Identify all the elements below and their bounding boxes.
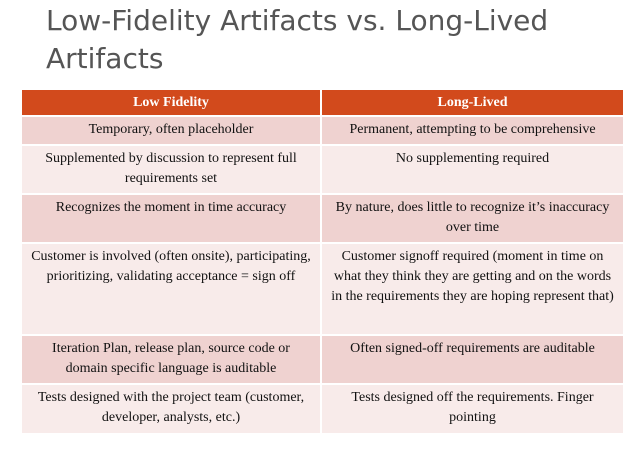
table-cell-long-lived: By nature, does little to recognize it’s…: [321, 194, 623, 244]
table-row: Tests designed with the project team (cu…: [22, 384, 623, 435]
table-row: Recognizes the moment in time accuracy B…: [22, 194, 623, 244]
table-cell-low-fidelity: Supplemented by discussion to represent …: [22, 145, 322, 195]
table-cell-low-fidelity: Iteration Plan, release plan, source cod…: [22, 335, 322, 385]
table-cell-long-lived: Permanent, attempting to be comprehensiv…: [321, 116, 623, 146]
table-cell-low-fidelity: Temporary, often placeholder: [22, 116, 322, 146]
slide-title: Low-Fidelity Artifacts vs. Long-Lived Ar…: [46, 4, 549, 75]
table-header-row: Low Fidelity Long-Lived: [22, 90, 623, 117]
table-cell-low-fidelity: Recognizes the moment in time accuracy: [22, 194, 322, 244]
table-cell-long-lived: Customer signoff required (moment in tim…: [321, 243, 623, 336]
table-cell-long-lived: Often signed-off requirements are audita…: [321, 335, 623, 385]
table-cell-low-fidelity: Customer is involved (often onsite), par…: [22, 243, 322, 336]
table-cell-long-lived: Tests designed off the requirements. Fin…: [321, 384, 623, 435]
table-row: Customer is involved (often onsite), par…: [22, 243, 623, 336]
table-cell-low-fidelity: Tests designed with the project team (cu…: [22, 384, 322, 435]
table-cell-long-lived: No supplementing required: [321, 145, 623, 195]
comparison-table: Low Fidelity Long-Lived Temporary, often…: [22, 90, 623, 435]
table-row: Temporary, often placeholder Permanent, …: [22, 116, 623, 146]
table-row: Iteration Plan, release plan, source cod…: [22, 335, 623, 385]
table-row: Supplemented by discussion to represent …: [22, 145, 623, 195]
column-header-long-lived: Long-Lived: [321, 90, 623, 117]
column-header-low-fidelity: Low Fidelity: [22, 90, 322, 117]
